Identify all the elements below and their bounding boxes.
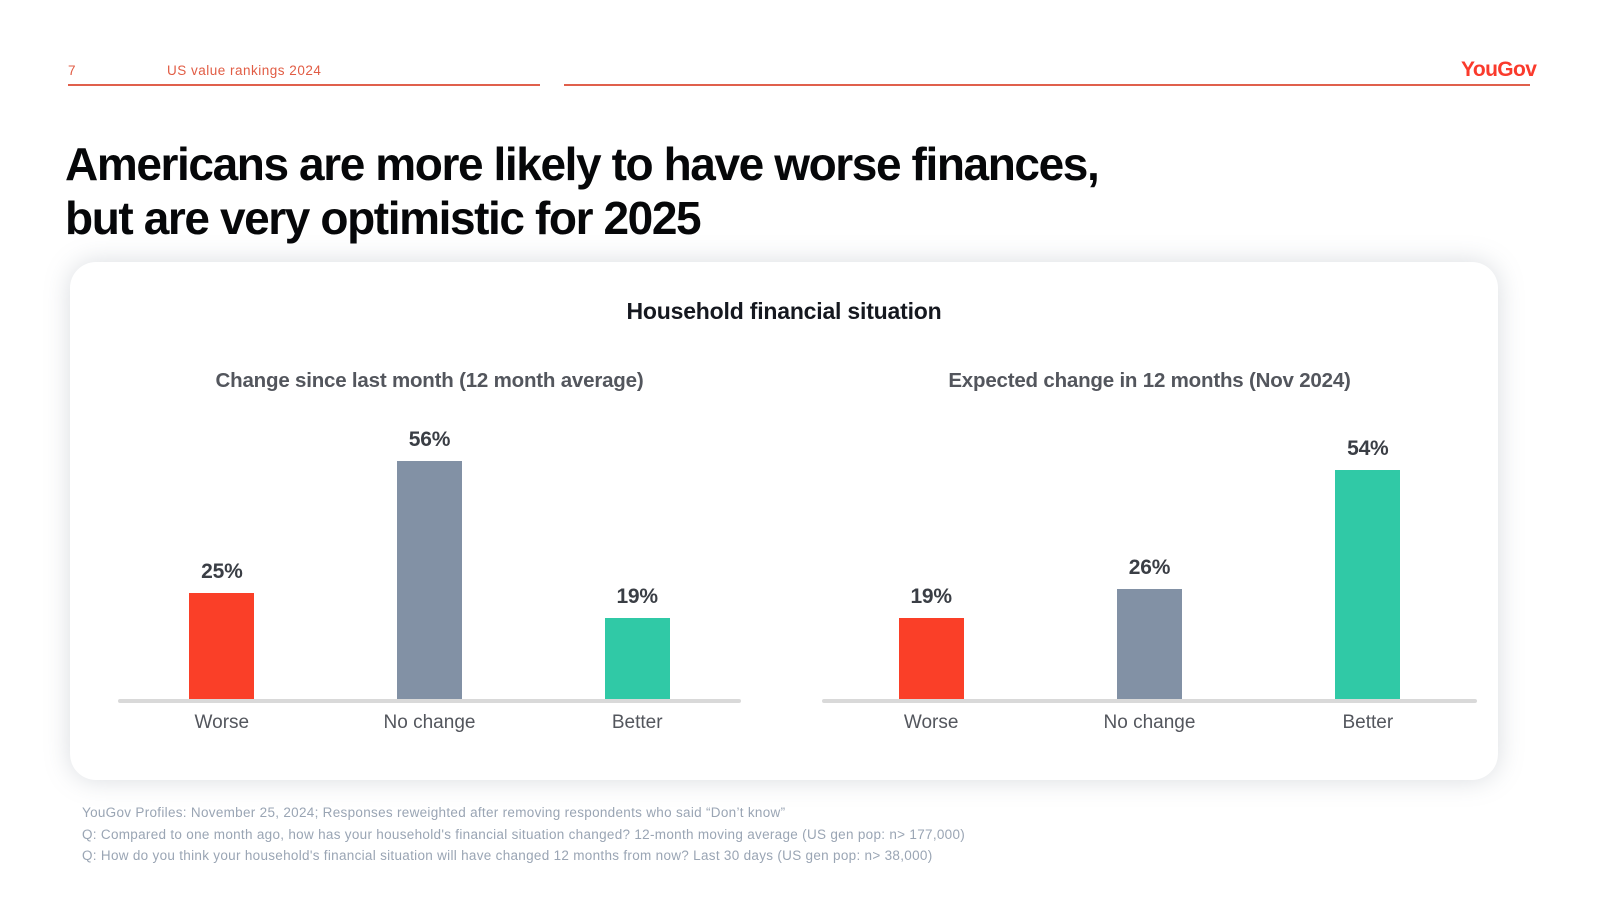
chart-subtitle-right: Expected change in 12 months (Nov 2024): [948, 369, 1351, 392]
bar: [189, 592, 255, 699]
header-rule-left: [68, 84, 540, 86]
bar-column: 25%: [118, 560, 326, 699]
bar-column: 26%: [1040, 555, 1258, 699]
bar-value-label: 19%: [616, 585, 658, 609]
bar: [898, 618, 964, 699]
bar-value-label: 26%: [1128, 555, 1171, 579]
chart-card: Household financial situation Change sin…: [70, 262, 1498, 780]
footnote-question-2: Q: How do you think your household's fin…: [82, 848, 933, 863]
category-label: Worse: [194, 712, 250, 733]
bar-value-label: 19%: [910, 585, 952, 609]
chart-subtitle-left: Change since last month (12 month averag…: [215, 369, 644, 392]
plot-area-right: 19% 26% 54%: [822, 437, 1477, 699]
yougov-logo: YouGov: [1461, 58, 1537, 81]
slide-title-line2: but are very optimistic for 2025: [65, 191, 702, 244]
bar-value-label: 54%: [1347, 436, 1389, 460]
bar: [1335, 469, 1401, 699]
category-label: Better: [611, 712, 663, 733]
category-label: No change: [383, 712, 476, 733]
chart-change-since-last-month: Change since last month (12 month averag…: [118, 369, 741, 734]
bar: [604, 618, 670, 699]
footnote-question-1: Q: Compared to one month ago, how has yo…: [82, 826, 966, 842]
bar-value-label: 25%: [201, 559, 243, 583]
slide-title-line1: Americans are more likely to have worse …: [65, 137, 1100, 190]
header-label: US value rankings 2024: [167, 63, 322, 78]
category-label: No change: [1103, 712, 1196, 733]
bar-column: 56%: [326, 428, 534, 699]
x-axis-line-left: [118, 699, 741, 703]
category-label: Worse: [903, 712, 959, 733]
slide-title: Americans are more likely to have worse …: [65, 137, 1100, 245]
bar-column: 54%: [1259, 436, 1477, 699]
category-labels-right: Worse No change Better: [822, 712, 1477, 734]
category-label: Better: [1342, 712, 1394, 733]
category-labels-left: Worse No change Better: [118, 712, 741, 734]
footnotes: YouGov Profiles: November 25, 2024; Resp…: [82, 802, 965, 867]
bar-column: 19%: [822, 585, 1040, 699]
footnote-source: YouGov Profiles: November 25, 2024; Resp…: [82, 805, 786, 820]
bar: [397, 461, 462, 699]
bar-column: 19%: [533, 585, 741, 699]
charts-row: Change since last month (12 month averag…: [70, 369, 1498, 734]
header-rule-right: [564, 84, 1530, 86]
chart-card-title: Household financial situation: [626, 298, 942, 324]
chart-expected-change: Expected change in 12 months (Nov 2024) …: [822, 369, 1477, 734]
plot-area-left: 25% 56% 19%: [118, 428, 741, 699]
x-axis-line-right: [822, 699, 1477, 703]
page-number: 7: [68, 63, 77, 78]
bar-value-label: 56%: [408, 428, 451, 451]
bar: [1116, 588, 1182, 699]
